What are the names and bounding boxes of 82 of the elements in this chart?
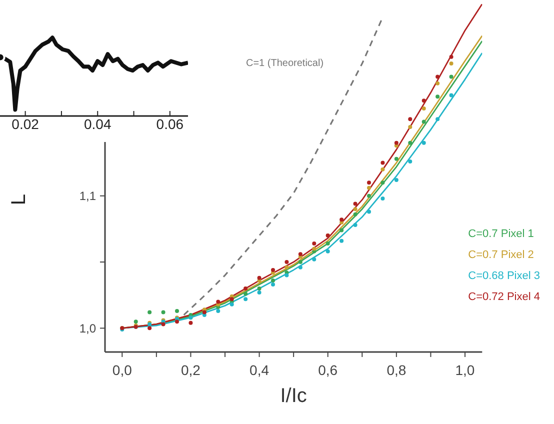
point [298,260,302,264]
x-tick-label: 0,6 [318,362,338,378]
point [244,292,248,296]
point [380,196,385,201]
x-tick-label: 0,0 [112,362,132,378]
point [298,252,302,256]
point [422,106,426,111]
point [148,326,152,330]
x-tick-label: 0,8 [386,362,406,378]
point [284,265,289,270]
point [284,260,289,264]
point [271,278,275,283]
point [449,74,454,79]
point [148,310,152,314]
x-tick-label: 0.06 [156,116,184,132]
point [380,160,385,165]
point [244,297,248,302]
point [367,180,371,185]
point [284,273,289,278]
text: C=0.7 Pixel 1 [468,227,535,242]
point [408,140,412,145]
point [312,246,316,251]
x-tick-label: 1,0 [455,362,475,378]
point [436,94,440,99]
text: C=0.7 Pixel 2 [468,248,535,263]
point [436,117,440,122]
point [271,268,275,272]
point [353,202,358,206]
y-tick-label: 1,1 [79,189,96,204]
point [188,320,193,325]
point [134,320,138,324]
point [380,180,385,185]
x-axis-title: I/Ic [280,385,307,407]
point [367,210,371,214]
text: C=1 (Theoretical) [246,58,324,69]
x-tick-label: 0.04 [84,116,112,132]
point [449,93,454,98]
point [230,297,234,302]
y-axis-title: L [8,194,32,206]
point [230,302,234,306]
point [257,286,262,290]
point [408,125,412,130]
point [340,218,344,222]
point [422,98,426,103]
point [449,62,454,66]
point [175,320,179,324]
point [353,212,358,216]
point [312,257,316,262]
point [394,156,398,161]
x-tick-label: 0,2 [180,362,201,378]
point [353,207,358,212]
point [161,322,166,326]
point [340,228,344,232]
point [326,242,330,246]
point [367,186,371,190]
point [298,265,302,270]
point [394,140,398,145]
x-tick-label: 0,4 [250,362,270,378]
x-tick-label: 0.02 [12,116,40,132]
text: C=0.72 Pixel 4 [468,290,540,305]
point [436,74,440,79]
point [175,308,179,313]
point [380,167,385,172]
point [312,242,316,246]
point [353,222,358,227]
point [161,310,166,314]
point [326,249,330,254]
point [408,117,412,122]
point [422,140,426,145]
point [216,308,220,313]
point [340,238,344,243]
point [257,276,262,280]
text: C=0.68 Pixel 3 [468,269,540,284]
point [449,54,454,59]
point [257,290,262,294]
point [367,194,371,198]
point [216,300,220,304]
point [408,159,412,164]
point [394,178,398,182]
point [422,120,426,124]
point [436,81,440,86]
point [271,282,275,287]
